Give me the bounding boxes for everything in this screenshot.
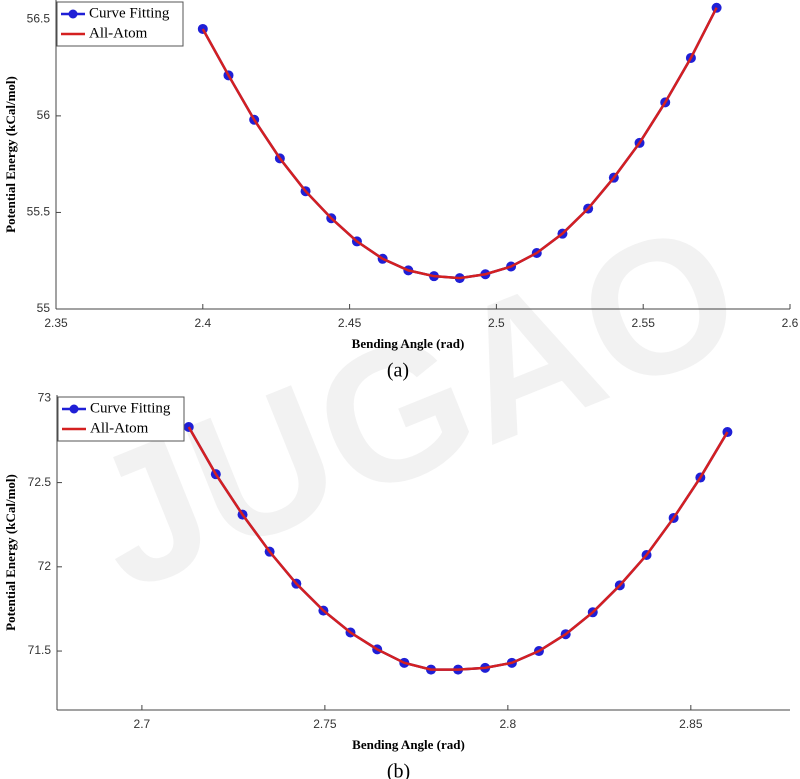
x-tick-label: 2.6 [782, 316, 799, 330]
y-tick-label: 73 [38, 391, 52, 405]
legend-label: All-Atom [90, 420, 149, 436]
y-tick-label: 55 [37, 301, 51, 315]
legend-box [57, 396, 185, 442]
marker [711, 2, 722, 13]
legend-marker [68, 9, 78, 19]
y-tick-label: 56 [37, 108, 51, 122]
y-tick-label: 55.5 [27, 205, 51, 219]
x-tick-label: 2.4 [194, 316, 211, 330]
series-line [201, 7, 718, 280]
x-tick-label: 2.85 [679, 717, 703, 731]
y-axis-title: Potential Energy (kCal/mol) [3, 76, 18, 233]
y-axis-title: Potential Energy (kCal/mol) [3, 474, 18, 631]
y-tick-label: 72.5 [28, 475, 52, 489]
x-tick-label: 2.35 [44, 316, 68, 330]
caption: (a) [387, 360, 409, 382]
legend-label: Curve Fitting [89, 5, 170, 21]
x-tick-label: 2.7 [134, 717, 151, 731]
x-axis-title: Bending Angle (rad) [352, 336, 465, 351]
y-tick-label: 56.5 [27, 11, 51, 25]
x-tick-label: 2.55 [632, 316, 656, 330]
x-tick-label: 2.75 [313, 717, 337, 731]
caption: (b) [387, 761, 410, 779]
x-tick-label: 2.45 [338, 316, 362, 330]
y-tick-label: 72 [38, 559, 52, 573]
x-tick-label: 2.5 [488, 316, 505, 330]
legend-label: All-Atom [89, 25, 148, 41]
legend-label: Curve Fitting [90, 400, 171, 416]
series-line [187, 426, 729, 671]
x-tick-label: 2.8 [500, 717, 517, 731]
y-tick-label: 71.5 [28, 643, 52, 657]
legend-marker [69, 404, 79, 414]
legend-box [56, 1, 184, 47]
x-axis-title: Bending Angle (rad) [352, 737, 465, 752]
